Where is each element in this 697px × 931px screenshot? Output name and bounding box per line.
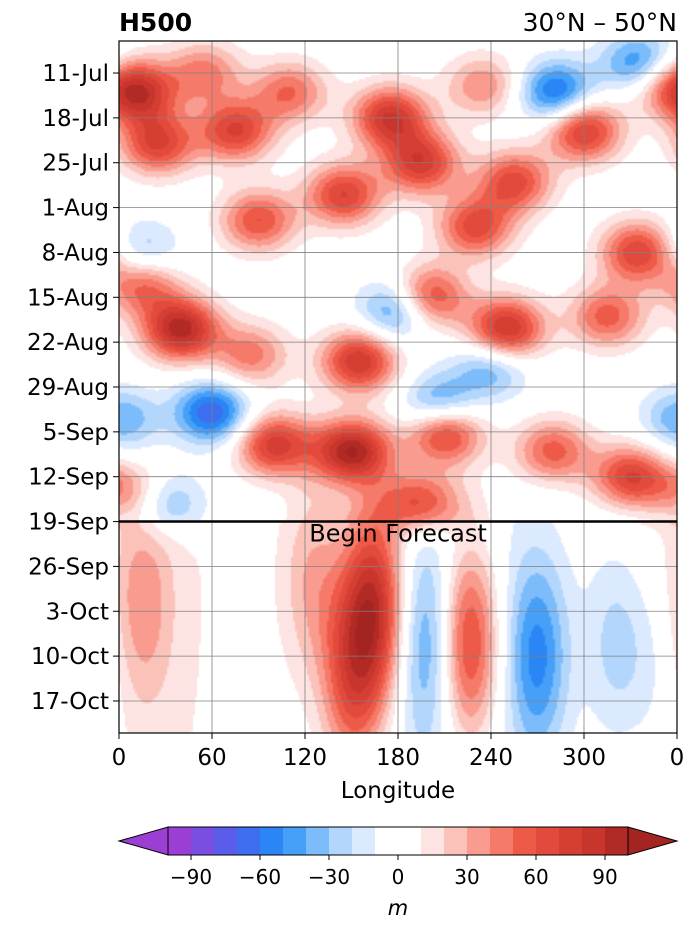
x-tick-label: 180: [376, 745, 420, 771]
x-tick-label: 300: [562, 745, 606, 771]
colorbar-tick-label: 30: [454, 865, 479, 889]
y-tick-label: 18-Jul: [42, 106, 109, 132]
colorbar-swatch: [467, 827, 491, 855]
colorbar-swatch: [168, 827, 192, 855]
colorbar-swatch: [375, 827, 399, 855]
colorbar-label: m: [388, 896, 408, 920]
x-tick-label: 120: [283, 745, 327, 771]
x-axis: 0 60 120 180 240 300 0: [112, 733, 685, 771]
y-tick-label: 11-Jul: [42, 61, 109, 87]
colorbar-swatch: [306, 827, 330, 855]
x-tick-label: 60: [197, 745, 226, 771]
colorbar-tick-label: 90: [592, 865, 617, 889]
y-tick-label: 26-Sep: [28, 554, 109, 580]
colorbar-tick-label: −60: [239, 865, 281, 889]
y-tick-label: 5-Sep: [43, 420, 109, 446]
colorbar: −90 −60 −30 0 30 60 90: [117, 826, 679, 889]
colorbar-swatch: [513, 827, 537, 855]
y-tick-label: 1-Aug: [42, 196, 109, 222]
colorbar-swatch: [490, 827, 514, 855]
y-tick-label: 29-Aug: [27, 375, 109, 401]
y-tick-label: 12-Sep: [28, 465, 109, 491]
colorbar-swatch: [329, 827, 353, 855]
x-tick-label: 0: [670, 745, 685, 771]
y-axis: 11-Jul 18-Jul 25-Jul 1-Aug 8-Aug 15-Aug 22-Aug…: [27, 61, 119, 715]
x-axis-label: Longitude: [341, 778, 455, 804]
colorbar-swatch: [582, 827, 606, 855]
colorbar-swatch: [237, 827, 261, 855]
colorbar-swatch: [605, 827, 629, 855]
y-tick-label: 10-Oct: [31, 644, 109, 670]
y-tick-label: 17-Oct: [31, 689, 109, 715]
colorbar-swatch: [283, 827, 307, 855]
colorbar-under-extend: [117, 826, 169, 856]
colorbar-swatch: [536, 827, 560, 855]
colorbar-swatch: [398, 827, 422, 855]
begin-forecast-label: Begin Forecast: [309, 520, 487, 548]
y-tick-label: 3-Oct: [46, 599, 109, 625]
colorbar-swatch: [559, 827, 583, 855]
y-tick-label: 15-Aug: [27, 285, 109, 311]
grid-lines: [118, 41, 678, 733]
colorbar-swatch: [191, 827, 215, 855]
colorbar-tick-label: 60: [523, 865, 548, 889]
y-tick-label: 22-Aug: [27, 330, 109, 356]
colorbar-swatch: [214, 827, 238, 855]
y-tick-label: 19-Sep: [28, 510, 109, 536]
y-tick-label: 25-Jul: [42, 151, 109, 177]
y-tick-label: 8-Aug: [42, 240, 109, 266]
colorbar-tick-label: −30: [308, 865, 350, 889]
x-tick-label: 240: [469, 745, 513, 771]
colorbar-swatch: [260, 827, 284, 855]
colorbar-swatch: [352, 827, 376, 855]
x-tick-label: 0: [112, 745, 127, 771]
colorbar-swatch: [421, 827, 445, 855]
chart-title-right: 30°N – 50°N: [523, 8, 677, 37]
colorbar-over-extend: [627, 826, 679, 856]
colorbar-tick-label: 0: [392, 865, 405, 889]
colorbar-swatch: [444, 827, 468, 855]
chart-title-left: H500: [119, 8, 192, 37]
colorbar-tick-label: −90: [170, 865, 212, 889]
